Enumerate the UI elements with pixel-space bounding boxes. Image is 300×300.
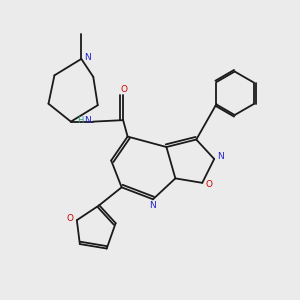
- Text: O: O: [67, 214, 74, 223]
- Text: N: N: [85, 116, 91, 124]
- Text: O: O: [205, 180, 212, 189]
- Text: N: N: [149, 201, 156, 210]
- Text: N: N: [85, 53, 91, 62]
- Text: O: O: [120, 85, 127, 94]
- Text: H: H: [77, 116, 84, 124]
- Text: N: N: [218, 152, 224, 161]
